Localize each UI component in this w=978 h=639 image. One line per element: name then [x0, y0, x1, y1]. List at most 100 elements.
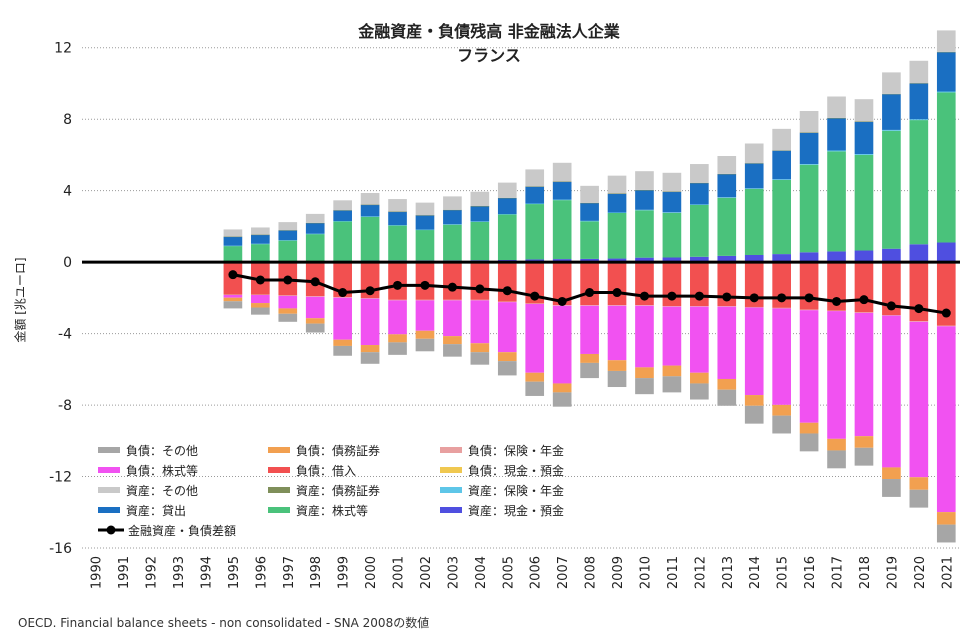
difference-point: [914, 304, 924, 314]
x-tick-label: 1997: [282, 556, 297, 589]
bar-segment: [360, 204, 380, 206]
y-tick-label: 12: [54, 41, 72, 57]
x-tick-label: 1991: [117, 556, 132, 589]
bar-segment: [936, 92, 956, 243]
x-tick-label: 2007: [556, 556, 571, 589]
bar-segment: [662, 306, 682, 366]
bar-segment: [909, 120, 929, 245]
bar-segment: [497, 214, 517, 260]
bar-segment: [635, 305, 654, 368]
bar-segment: [552, 181, 572, 183]
bar-segment: [635, 189, 654, 191]
bar-segment: [360, 345, 380, 353]
bar-segment: [552, 305, 572, 384]
bar-segment: [360, 298, 380, 299]
bar-segment: [388, 225, 407, 226]
difference-point: [365, 286, 375, 296]
bar-segment: [772, 179, 791, 180]
bar-segment: [690, 204, 709, 257]
bar-segment: [882, 248, 901, 263]
bar-segment: [470, 352, 490, 365]
bar-segment: [827, 262, 846, 311]
bar-segment: [909, 60, 929, 84]
legend-swatch: [268, 467, 290, 473]
difference-point: [832, 296, 842, 306]
difference-point: [310, 277, 320, 287]
legend-swatch: [440, 467, 462, 473]
legend-swatch: [440, 487, 462, 493]
bar-segment: [552, 392, 572, 407]
bar-segment: [744, 395, 764, 406]
bar-segment: [827, 150, 846, 152]
difference-point: [639, 291, 649, 301]
bar-segment: [251, 234, 270, 244]
bar-segment: [854, 154, 874, 251]
source-note: OECD. Financial balance sheets - non con…: [18, 616, 430, 630]
bar-segment: [388, 299, 407, 301]
bar-segment: [470, 262, 490, 300]
bar-segment: [717, 156, 737, 174]
x-tick-label: 2018: [858, 556, 873, 589]
bar-segment: [223, 236, 243, 246]
legend-label: 資産：株式等: [296, 503, 368, 518]
legend-label: 資産：その他: [126, 483, 198, 498]
bar-segment: [333, 297, 352, 298]
bar-segment: [525, 381, 545, 396]
bar-segment: [854, 99, 874, 122]
bar-segment: [936, 512, 956, 525]
bar-segment: [909, 83, 929, 84]
difference-point: [530, 291, 540, 301]
bar-segment: [552, 383, 572, 393]
bar-segment: [936, 262, 956, 326]
y-tick-label: -12: [49, 470, 72, 486]
bar-segment: [799, 252, 819, 263]
x-tick-label: 1995: [227, 556, 242, 589]
bar-segment: [333, 262, 352, 298]
bar-segment: [744, 188, 764, 255]
bar-segment: [470, 191, 490, 207]
bar-segment: [415, 215, 435, 216]
legend-label: 資産：債務証券: [296, 483, 380, 498]
bar-segment: [552, 162, 572, 182]
x-tick-label: 2021: [940, 556, 955, 589]
y-tick-label: 4: [63, 184, 72, 200]
bar-segment: [772, 128, 791, 151]
bar-segment: [854, 121, 874, 155]
bar-segment: [497, 302, 517, 353]
bar-segment: [223, 301, 243, 309]
legend-label: 資産：保険・年金: [468, 483, 564, 498]
bar-segment: [717, 197, 737, 256]
bar-segment: [882, 129, 901, 131]
bar-segment: [744, 405, 764, 424]
difference-point: [255, 275, 265, 285]
legend-swatch: [98, 507, 120, 513]
bar-segment: [443, 224, 462, 261]
bar-segment: [251, 303, 270, 308]
x-tick-label: 2013: [721, 556, 736, 589]
bar-segment: [525, 262, 545, 304]
bar-segment: [305, 318, 325, 324]
x-tick-label: 2012: [693, 556, 708, 589]
bar-segment: [854, 447, 874, 466]
bar-segment: [607, 193, 627, 213]
bar-segment: [635, 209, 654, 211]
bar-segment: [497, 197, 517, 199]
bar-segment: [827, 251, 846, 263]
bar-segment: [443, 336, 462, 345]
bar-segment: [278, 230, 298, 231]
bar-segment: [388, 225, 407, 261]
bar-segment: [305, 323, 325, 333]
difference-point: [338, 288, 348, 298]
legend-label: 資産：貸出: [126, 503, 186, 518]
bar-segment: [744, 306, 764, 308]
bar-segment: [607, 258, 627, 263]
bar-segment: [662, 306, 682, 307]
bar-segment: [305, 223, 325, 234]
bar-segment: [635, 257, 654, 263]
x-tick-label: 2006: [529, 556, 544, 589]
legend-label: 負債：現金・預金: [468, 463, 564, 478]
difference-point: [749, 293, 759, 303]
difference-point: [420, 280, 430, 290]
bar-segment: [744, 188, 764, 189]
